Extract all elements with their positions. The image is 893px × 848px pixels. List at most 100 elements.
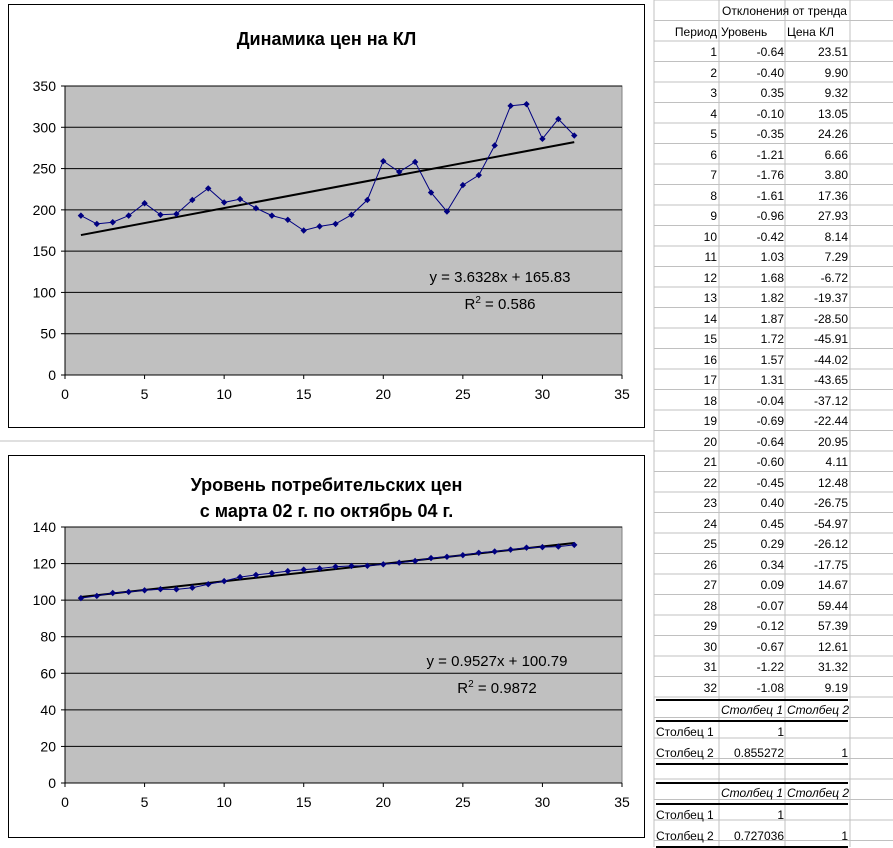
- period-cell[interactable]: 22: [703, 475, 717, 490]
- price-deviation-cell[interactable]: 31.32: [817, 660, 848, 674]
- period-cell[interactable]: 18: [703, 393, 717, 408]
- level-deviation-cell[interactable]: 0.29: [760, 537, 784, 551]
- level-deviation-cell[interactable]: 0.40: [760, 496, 784, 510]
- price-deviation-cell[interactable]: 12.61: [817, 639, 848, 654]
- price-deviation-cell[interactable]: -28.50: [813, 311, 848, 326]
- price-deviation-cell[interactable]: 4.11: [825, 455, 848, 469]
- corr-row-label[interactable]: Столбец 1: [656, 808, 714, 822]
- period-cell[interactable]: 26: [703, 557, 717, 572]
- period-cell[interactable]: 13: [703, 291, 717, 305]
- period-cell[interactable]: 14: [703, 311, 717, 326]
- period-cell[interactable]: 1: [710, 45, 717, 59]
- level-deviation-cell[interactable]: -0.10: [756, 106, 784, 121]
- price-deviation-cell[interactable]: 7.29: [824, 250, 848, 264]
- period-cell[interactable]: 11: [704, 250, 717, 264]
- period-cell[interactable]: 23: [703, 496, 717, 510]
- period-cell[interactable]: 4: [710, 106, 717, 121]
- section-title-cell[interactable]: Отклонения от тренда: [722, 4, 847, 18]
- level-deviation-cell[interactable]: -0.64: [756, 45, 784, 59]
- level-deviation-cell[interactable]: -1.21: [756, 147, 784, 162]
- corr-row-label[interactable]: Столбец 2: [656, 828, 714, 843]
- price-deviation-cell[interactable]: 14.67: [817, 578, 848, 592]
- price-deviation-cell[interactable]: -19.37: [813, 291, 848, 305]
- price-deviation-cell[interactable]: -26.12: [813, 537, 848, 551]
- level-deviation-cell[interactable]: -1.08: [756, 680, 784, 695]
- period-cell[interactable]: 31: [703, 660, 717, 674]
- level-deviation-cell[interactable]: -0.07: [756, 598, 784, 613]
- level-deviation-cell[interactable]: 1.57: [760, 352, 784, 367]
- level-deviation-cell[interactable]: 0.34: [760, 557, 784, 572]
- period-cell[interactable]: 30: [703, 639, 717, 654]
- price-deviation-cell[interactable]: -26.75: [813, 496, 848, 510]
- corr-value-cell[interactable]: [787, 722, 848, 742]
- level-deviation-cell[interactable]: -0.69: [756, 414, 784, 428]
- corr-value-cell[interactable]: [787, 805, 848, 825]
- corr-value-cell[interactable]: 0.727036: [733, 828, 784, 843]
- level-deviation-cell[interactable]: 1.31: [760, 373, 784, 387]
- period-cell[interactable]: 6: [710, 147, 717, 162]
- corr-value-cell[interactable]: 0.855272: [733, 745, 784, 760]
- level-deviation-cell[interactable]: 0.45: [760, 516, 784, 531]
- price-deviation-cell[interactable]: 24.26: [817, 127, 848, 141]
- level-deviation-cell[interactable]: 1.03: [760, 250, 784, 264]
- level-deviation-cell[interactable]: -0.96: [756, 209, 784, 223]
- price-deviation-cell[interactable]: -6.72: [820, 270, 848, 285]
- period-cell[interactable]: 32: [703, 680, 717, 695]
- level-deviation-cell[interactable]: -1.22: [756, 660, 784, 674]
- price-deviation-cell[interactable]: 59.44: [817, 598, 848, 613]
- corr-col-header[interactable]: Столбец 2: [787, 786, 849, 800]
- period-cell[interactable]: 10: [703, 229, 717, 244]
- period-cell[interactable]: 20: [703, 434, 717, 449]
- period-cell[interactable]: 15: [703, 332, 717, 346]
- period-cell[interactable]: 27: [703, 578, 717, 592]
- price-deviation-cell[interactable]: -45.91: [813, 332, 848, 346]
- corr-row-label[interactable]: Столбец 1: [656, 725, 714, 739]
- level-deviation-cell[interactable]: -0.42: [756, 229, 784, 244]
- corr-value-cell[interactable]: 1: [841, 828, 848, 843]
- level-deviation-cell[interactable]: -0.40: [756, 65, 784, 80]
- price-dynamics-chart[interactable]: 0 50 100 150 200 250 300 350 0 5 10 15 20 25 30 35 Динам…: [8, 4, 645, 428]
- period-cell[interactable]: 16: [703, 352, 717, 367]
- price-deviation-cell[interactable]: 12.48: [817, 475, 848, 490]
- level-deviation-cell[interactable]: -0.67: [756, 639, 784, 654]
- period-cell[interactable]: 2: [710, 65, 717, 80]
- period-cell[interactable]: 19: [703, 414, 717, 428]
- period-cell[interactable]: 8: [710, 188, 717, 203]
- price-deviation-cell[interactable]: -17.75: [813, 557, 848, 572]
- price-deviation-cell[interactable]: -22.44: [813, 414, 848, 428]
- consumer-price-level-chart[interactable]: 0 20 40 60 80 100 120 140 0 5 10 15 20 25 30 35 Уровень …: [8, 455, 645, 838]
- level-deviation-cell[interactable]: 0.09: [760, 578, 784, 592]
- period-cell[interactable]: 25: [703, 537, 717, 551]
- header-period-cell[interactable]: Период: [674, 24, 717, 39]
- level-deviation-cell[interactable]: 1.82: [760, 291, 784, 305]
- price-deviation-cell[interactable]: 6.66: [824, 147, 848, 162]
- level-deviation-cell[interactable]: -1.76: [756, 168, 784, 182]
- price-deviation-cell[interactable]: 23.51: [817, 45, 848, 59]
- level-deviation-cell[interactable]: 1.68: [760, 270, 784, 285]
- corr-col-header[interactable]: Столбец 1: [721, 786, 783, 800]
- level-deviation-cell[interactable]: -0.12: [756, 619, 784, 633]
- level-deviation-cell[interactable]: -0.35: [756, 127, 784, 141]
- header-price-cell[interactable]: Цена КЛ: [787, 24, 835, 39]
- level-deviation-cell[interactable]: -0.64: [756, 434, 784, 449]
- level-deviation-cell[interactable]: 1.72: [760, 332, 784, 346]
- corr-col-header[interactable]: Столбец 2: [787, 703, 849, 717]
- period-cell[interactable]: 28: [703, 598, 717, 613]
- price-deviation-cell[interactable]: 17.36: [817, 188, 848, 203]
- header-level-cell[interactable]: Уровень: [721, 24, 768, 39]
- level-deviation-cell[interactable]: -0.04: [756, 393, 784, 408]
- price-deviation-cell[interactable]: 20.95: [817, 434, 848, 449]
- period-cell[interactable]: 24: [703, 516, 717, 531]
- level-deviation-cell[interactable]: 0.35: [760, 86, 784, 100]
- price-deviation-cell[interactable]: -37.12: [813, 393, 848, 408]
- corr-row-label[interactable]: Столбец 2: [656, 745, 714, 760]
- period-cell[interactable]: 7: [710, 168, 717, 182]
- period-cell[interactable]: 5: [710, 127, 717, 141]
- price-deviation-cell[interactable]: 9.90: [824, 65, 848, 80]
- price-deviation-cell[interactable]: 27.93: [817, 209, 848, 223]
- price-deviation-cell[interactable]: 8.14: [824, 229, 848, 244]
- price-deviation-cell[interactable]: 3.80: [824, 168, 848, 182]
- price-deviation-cell[interactable]: 13.05: [817, 106, 848, 121]
- price-deviation-cell[interactable]: 9.19: [824, 680, 848, 695]
- corr-value-cell[interactable]: 1: [777, 725, 784, 739]
